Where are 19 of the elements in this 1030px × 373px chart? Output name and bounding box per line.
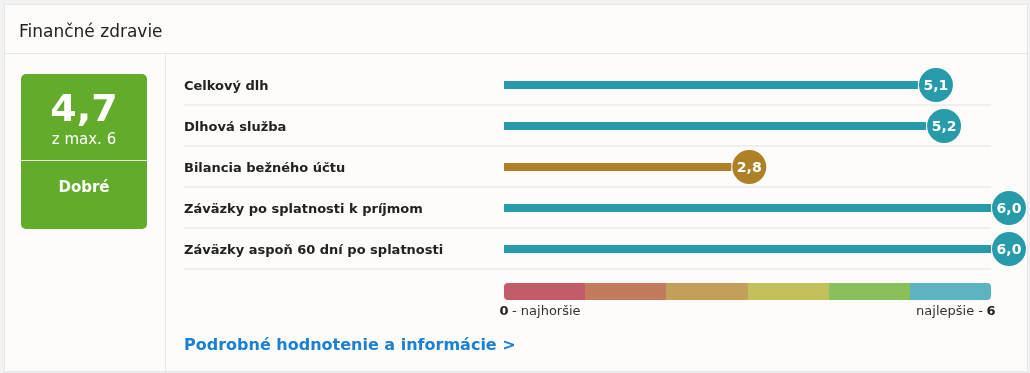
text: Finančné zdravie [19,21,163,41]
data-label: 5,1 [923,77,949,93]
y-tick-label: Celkový dlh [184,77,269,93]
data-label: 5,2 [931,118,957,134]
data-label: 6,0 [996,200,1022,216]
text: - najhoršie [512,303,581,318]
x-tick-label: 0 [499,303,509,318]
data-label: 6,0 [996,241,1022,257]
text: Podrobné hodnotenie a informácie > [184,335,516,354]
y-tick-label: Dlhová služba [184,118,287,134]
text: 4,7 [49,86,119,130]
text: z max. 6 [50,130,118,148]
data-label: 2,8 [736,159,762,175]
y-tick-label: Bilancia bežného účtu [184,159,346,175]
text: Dobré [57,178,111,196]
text: najlepšie - [916,303,984,318]
y-tick-label: Záväzky po splatnosti k príjmom [184,200,423,216]
y-tick-label: Záväzky aspoň 60 dní po splatnosti [184,241,444,257]
x-tick-label: 6 [986,303,996,318]
